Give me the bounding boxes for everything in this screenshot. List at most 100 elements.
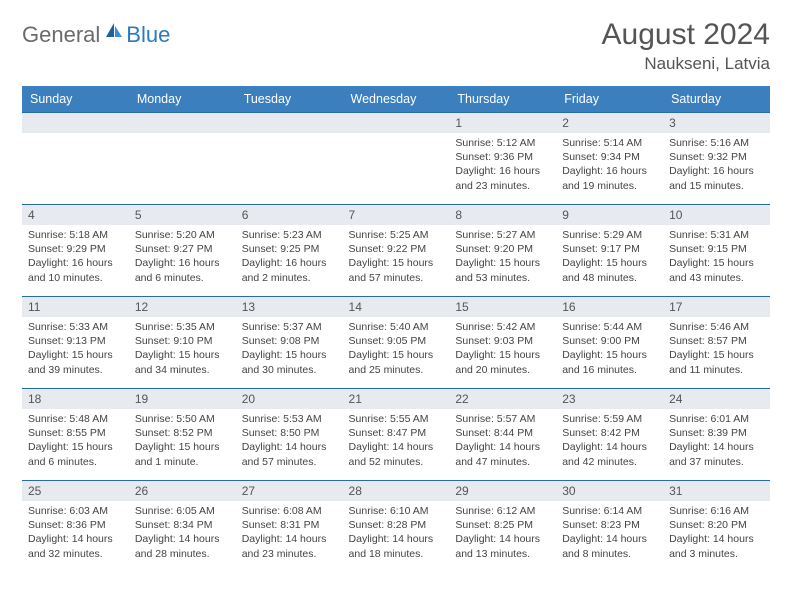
day-header-thu: Thursday: [449, 86, 556, 113]
day-cell: 28Sunrise: 6:10 AMSunset: 8:28 PMDayligh…: [343, 481, 450, 573]
sunrise-line: Sunrise: 6:10 AM: [349, 504, 444, 518]
day-number: 23: [556, 389, 663, 409]
day-number: 5: [129, 205, 236, 225]
sunset-line: Sunset: 8:31 PM: [242, 518, 337, 532]
sunset-line: Sunset: 9:13 PM: [28, 334, 123, 348]
day-cell: 1Sunrise: 5:12 AMSunset: 9:36 PMDaylight…: [449, 113, 556, 205]
sunset-line: Sunset: 8:50 PM: [242, 426, 337, 440]
day-number: 27: [236, 481, 343, 501]
sunrise-line: Sunrise: 5:46 AM: [669, 320, 764, 334]
sunrise-line: Sunrise: 5:20 AM: [135, 228, 230, 242]
day-details: Sunrise: 5:12 AMSunset: 9:36 PMDaylight:…: [449, 133, 556, 195]
sunrise-line: Sunrise: 5:57 AM: [455, 412, 550, 426]
day-header-mon: Monday: [129, 86, 236, 113]
day-header-sat: Saturday: [663, 86, 770, 113]
sunset-line: Sunset: 8:44 PM: [455, 426, 550, 440]
sunset-line: Sunset: 9:22 PM: [349, 242, 444, 256]
day-number: 4: [22, 205, 129, 225]
day-number: 10: [663, 205, 770, 225]
sunrise-line: Sunrise: 5:48 AM: [28, 412, 123, 426]
daylight-line: Daylight: 14 hours and 23 minutes.: [242, 532, 337, 560]
daylight-line: Daylight: 16 hours and 19 minutes.: [562, 164, 657, 192]
day-number: 2: [556, 113, 663, 133]
day-number: 28: [343, 481, 450, 501]
day-details: Sunrise: 5:59 AMSunset: 8:42 PMDaylight:…: [556, 409, 663, 471]
sunrise-line: Sunrise: 5:33 AM: [28, 320, 123, 334]
daylight-line: Daylight: 15 hours and 39 minutes.: [28, 348, 123, 376]
day-number: 31: [663, 481, 770, 501]
week-row: 25 Sunrise: 6:03 AMSunset: 8:36 PM Dayligh…: [22, 481, 770, 573]
day-cell: 6Sunrise: 5:23 AMSunset: 9:25 PMDaylight…: [236, 205, 343, 297]
week-row: 1Sunrise: 5:12 AMSunset: 9:36 PMDaylight…: [22, 113, 770, 205]
sunset-line: Sunset: 9:10 PM: [135, 334, 230, 348]
day-details: Sunrise: 5:27 AMSunset: 9:20 PMDaylight:…: [449, 225, 556, 287]
day-cell: 17Sunrise: 5:46 AMSunset: 8:57 PMDayligh…: [663, 297, 770, 389]
day-header-tue: Tuesday: [236, 86, 343, 113]
day-cell: 24Sunrise: 6:01 AMSunset: 8:39 PMDayligh…: [663, 389, 770, 481]
sunset-line: Sunset: 9:00 PM: [562, 334, 657, 348]
sunrise-line: Sunrise: 5:16 AM: [669, 136, 764, 150]
sunset-line: Sunset: 8:23 PM: [562, 518, 657, 532]
day-number: 1: [449, 113, 556, 133]
day-cell: 19Sunrise: 5:50 AMSunset: 8:52 PMDayligh…: [129, 389, 236, 481]
sunset-line: Sunset: 9:15 PM: [669, 242, 764, 256]
brand-sail-icon: [104, 21, 124, 44]
day-details: Sunrise: 5:31 AMSunset: 9:15 PMDaylight:…: [663, 225, 770, 287]
day-details: Sunrise: 6:10 AMSunset: 8:28 PMDaylight:…: [343, 501, 450, 563]
day-number: 15: [449, 297, 556, 317]
day-details: Sunrise: 5:29 AMSunset: 9:17 PMDaylight:…: [556, 225, 663, 287]
day-number: 13: [236, 297, 343, 317]
daylight-line: Daylight: 15 hours and 57 minutes.: [349, 256, 444, 284]
day-cell: 4Sunrise: 5:18 AMSunset: 9:29 PMDaylight…: [22, 205, 129, 297]
daylight-line: Daylight: 15 hours and 53 minutes.: [455, 256, 550, 284]
sunrise-line: Sunrise: 6:08 AM: [242, 504, 337, 518]
empty-day-bar: [22, 113, 129, 133]
sunrise-line: Sunrise: 6:03 AM: [28, 504, 123, 518]
day-header-row: Sunday Monday Tuesday Wednesday Thursday…: [22, 86, 770, 113]
day-details: Sunrise: 6:14 AMSunset: 8:23 PMDaylight:…: [556, 501, 663, 563]
day-cell: [22, 113, 129, 205]
daylight-line: Daylight: 15 hours and 1 minute.: [135, 440, 230, 468]
sunset-line: Sunset: 8:25 PM: [455, 518, 550, 532]
sunset-line: Sunset: 9:03 PM: [455, 334, 550, 348]
day-cell: [236, 113, 343, 205]
day-cell: 20Sunrise: 5:53 AMSunset: 8:50 PMDayligh…: [236, 389, 343, 481]
day-cell: 25Sunrise: 6:03 AMSunset: 8:36 PMDayligh…: [22, 481, 129, 573]
day-details: Sunrise: 5:20 AMSunset: 9:27 PMDaylight:…: [129, 225, 236, 287]
daylight-line: Daylight: 14 hours and 18 minutes.: [349, 532, 444, 560]
daylight-line: Daylight: 14 hours and 47 minutes.: [455, 440, 550, 468]
sunrise-line: Sunrise: 5:35 AM: [135, 320, 230, 334]
day-cell: 21Sunrise: 5:55 AMSunset: 8:47 PMDayligh…: [343, 389, 450, 481]
daylight-line: Daylight: 14 hours and 42 minutes.: [562, 440, 657, 468]
day-details: Sunrise: 5:37 AMSunset: 9:08 PMDaylight:…: [236, 317, 343, 379]
day-details: Sunrise: 5:23 AMSunset: 9:25 PMDaylight:…: [236, 225, 343, 287]
day-cell: 31Sunrise: 6:16 AMSunset: 8:20 PMDayligh…: [663, 481, 770, 573]
day-number: 6: [236, 205, 343, 225]
sunset-line: Sunset: 8:36 PM: [28, 518, 123, 532]
day-details: Sunrise: 6:12 AMSunset: 8:25 PMDaylight:…: [449, 501, 556, 563]
day-cell: 16Sunrise: 5:44 AMSunset: 9:00 PMDayligh…: [556, 297, 663, 389]
sunrise-line: Sunrise: 6:16 AM: [669, 504, 764, 518]
day-cell: 3Sunrise: 5:16 AMSunset: 9:32 PMDaylight…: [663, 113, 770, 205]
day-header-sun: Sunday: [22, 86, 129, 113]
day-cell: 13Sunrise: 5:37 AMSunset: 9:08 PMDayligh…: [236, 297, 343, 389]
day-details: Sunrise: 5:57 AMSunset: 8:44 PMDaylight:…: [449, 409, 556, 471]
daylight-line: Daylight: 14 hours and 52 minutes.: [349, 440, 444, 468]
daylight-line: Daylight: 16 hours and 15 minutes.: [669, 164, 764, 192]
calendar-body: 1Sunrise: 5:12 AMSunset: 9:36 PMDaylight…: [22, 113, 770, 573]
sunrise-line: Sunrise: 5:27 AM: [455, 228, 550, 242]
day-number: 25: [22, 481, 129, 501]
daylight-line: Daylight: 15 hours and 25 minutes.: [349, 348, 444, 376]
sunrise-line: Sunrise: 5:12 AM: [455, 136, 550, 150]
day-cell: 9Sunrise: 5:29 AMSunset: 9:17 PMDaylight…: [556, 205, 663, 297]
sunrise-line: Sunrise: 5:31 AM: [669, 228, 764, 242]
day-details: Sunrise: 5:50 AMSunset: 8:52 PMDaylight:…: [129, 409, 236, 471]
sunset-line: Sunset: 8:20 PM: [669, 518, 764, 532]
day-details: Sunrise: 5:33 AMSunset: 9:13 PMDaylight:…: [22, 317, 129, 379]
sunrise-line: Sunrise: 6:14 AM: [562, 504, 657, 518]
day-number: 12: [129, 297, 236, 317]
day-number: 20: [236, 389, 343, 409]
day-cell: [129, 113, 236, 205]
brand-part2: Blue: [126, 22, 170, 48]
daylight-line: Daylight: 15 hours and 34 minutes.: [135, 348, 230, 376]
